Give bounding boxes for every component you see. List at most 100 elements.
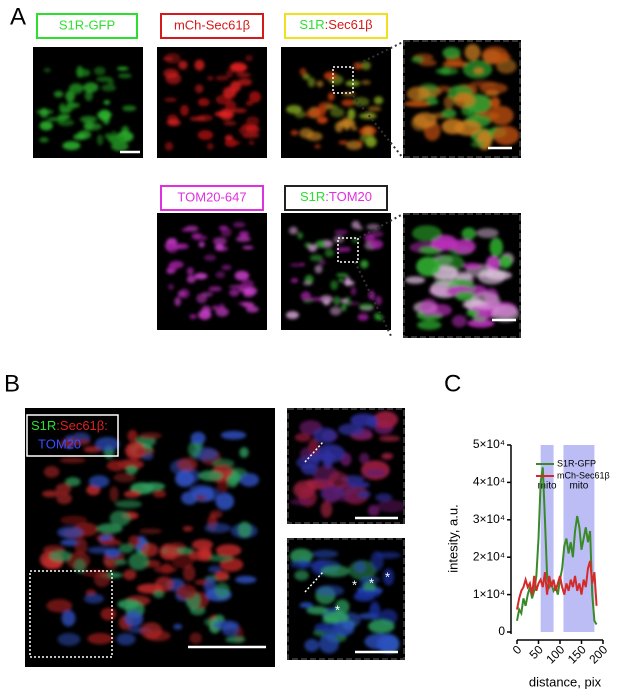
blob <box>344 276 351 287</box>
blob <box>215 307 229 317</box>
blobs <box>286 61 384 150</box>
blob <box>195 494 207 502</box>
blob <box>177 457 198 472</box>
blob <box>383 568 395 586</box>
label-box <box>284 13 388 39</box>
blob <box>290 278 299 283</box>
blob <box>181 491 198 505</box>
blob <box>83 120 94 131</box>
blob <box>290 129 299 136</box>
blob <box>109 510 131 527</box>
blob <box>57 114 67 122</box>
blob <box>307 77 316 88</box>
blob <box>46 599 73 613</box>
blob <box>314 264 323 274</box>
blob <box>304 638 320 652</box>
blob <box>84 89 93 102</box>
x-axis-label: distance, pix <box>529 674 602 689</box>
blob <box>76 68 91 77</box>
blob <box>197 130 214 140</box>
y-tick-label: 0 <box>498 624 505 638</box>
blob <box>164 141 174 151</box>
blob <box>104 547 121 558</box>
blob <box>168 283 174 291</box>
blob <box>224 138 238 148</box>
y-tick-label: 2×10⁴ <box>473 549 505 563</box>
blob <box>83 593 104 604</box>
blob <box>364 633 394 650</box>
blob <box>454 120 482 136</box>
blob <box>327 471 349 491</box>
legend-label: S1R-GFP <box>557 458 596 468</box>
blob <box>357 490 371 499</box>
y-tick-label: 5×10⁴ <box>473 437 505 451</box>
blob <box>360 259 369 269</box>
blob <box>300 291 312 301</box>
image-label: S1R:Sec61β: <box>31 418 108 433</box>
blob <box>469 80 497 88</box>
blob <box>215 544 242 557</box>
blob <box>43 67 51 73</box>
blob <box>470 292 501 310</box>
panel-label: A <box>10 3 26 30</box>
blob <box>122 105 137 112</box>
blob <box>476 228 499 238</box>
blob <box>329 306 342 316</box>
blob <box>340 298 348 303</box>
blob <box>330 280 339 291</box>
blob <box>376 500 405 513</box>
blob <box>412 225 442 242</box>
blob <box>99 539 122 546</box>
blob <box>231 108 247 113</box>
micrograph <box>281 47 391 158</box>
blob <box>366 223 381 231</box>
blob <box>206 554 234 562</box>
blob <box>139 528 163 534</box>
blob <box>96 523 123 534</box>
blob <box>118 543 134 554</box>
blob <box>347 108 356 120</box>
blob <box>336 246 346 253</box>
image-label: S1R:TOM20 <box>300 189 372 204</box>
blobs <box>36 65 137 152</box>
blob <box>344 296 351 307</box>
roi-box <box>337 237 359 263</box>
asterisk: * <box>385 569 390 584</box>
blob <box>489 237 504 258</box>
y-axis-label: intesity, a.u. <box>445 504 460 572</box>
blob <box>181 228 191 232</box>
blob <box>442 47 461 59</box>
blob <box>473 67 484 75</box>
blob <box>160 563 173 574</box>
blob <box>65 477 81 487</box>
blobs <box>164 221 259 320</box>
label-part: Sec61β <box>328 17 372 32</box>
blob <box>370 550 384 571</box>
blob <box>190 431 206 445</box>
blob <box>335 599 350 615</box>
label-part: : <box>325 189 329 204</box>
blob <box>330 107 345 118</box>
blob <box>462 262 482 270</box>
blob <box>214 111 231 117</box>
blob <box>230 80 242 92</box>
blob <box>359 112 377 120</box>
blob <box>309 254 323 262</box>
blob <box>194 59 205 71</box>
blob <box>378 435 401 442</box>
roi-box <box>29 570 113 658</box>
blob <box>209 510 223 519</box>
blob <box>311 549 339 559</box>
label-box <box>36 13 138 39</box>
blob <box>288 226 298 235</box>
x-tick-label: 50 <box>527 642 547 662</box>
micrograph <box>157 47 267 158</box>
blob <box>245 54 253 62</box>
blob <box>316 444 346 463</box>
blob <box>351 126 358 131</box>
blob <box>453 92 476 108</box>
blob <box>333 235 345 244</box>
blob <box>316 116 328 124</box>
blob <box>189 632 202 644</box>
blob <box>153 590 165 599</box>
